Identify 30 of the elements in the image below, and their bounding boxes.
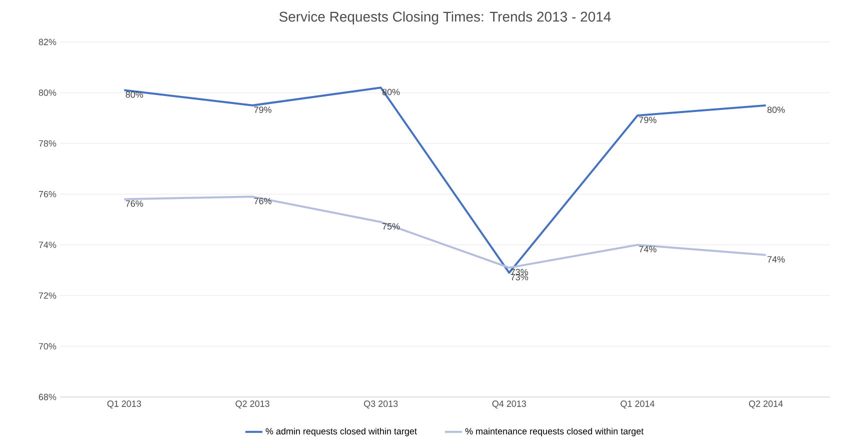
x-tick-label: Q2 2013 <box>236 400 270 409</box>
data-label: 79% <box>639 116 656 124</box>
data-label: 76% <box>254 198 272 204</box>
line-series <box>123 86 767 274</box>
data-label: 74% <box>767 256 785 262</box>
data-label: 75% <box>382 223 400 230</box>
y-tick-label: 70% <box>38 343 56 350</box>
y-tick-label: 78% <box>38 140 56 147</box>
legend-label: % maintenance requests closed within target <box>465 428 644 436</box>
y-tick-label: 74% <box>38 242 56 248</box>
data-label: 79% <box>254 106 272 113</box>
x-tick-label: Q3 2013 <box>364 400 398 409</box>
x-tick-label: Q1 2014 <box>620 400 654 409</box>
x-tick-label: Q4 2013 <box>492 400 526 409</box>
data-label: 73% <box>510 268 528 276</box>
data-label: 74% <box>639 246 656 252</box>
chart-title: Service Requests Closing Times: Trends 2013 - 2014 <box>279 11 611 24</box>
x-tick-label: Q1 2013 <box>107 400 142 409</box>
data-label: 80% <box>767 106 785 113</box>
y-tick-label: 80% <box>38 90 56 96</box>
y-tick-label: 72% <box>38 292 56 299</box>
data-label: 73% <box>510 274 528 280</box>
data-label: 76% <box>126 200 144 207</box>
x-tick-label: Q2 2014 <box>748 400 783 409</box>
y-tick-label: 82% <box>38 38 56 46</box>
line-series <box>123 196 767 269</box>
y-tick-label: 68% <box>38 394 56 400</box>
y-tick-label: 76% <box>38 190 56 198</box>
data-label: 80% <box>126 91 144 98</box>
legend-label: % admin requests closed within target <box>266 428 417 436</box>
